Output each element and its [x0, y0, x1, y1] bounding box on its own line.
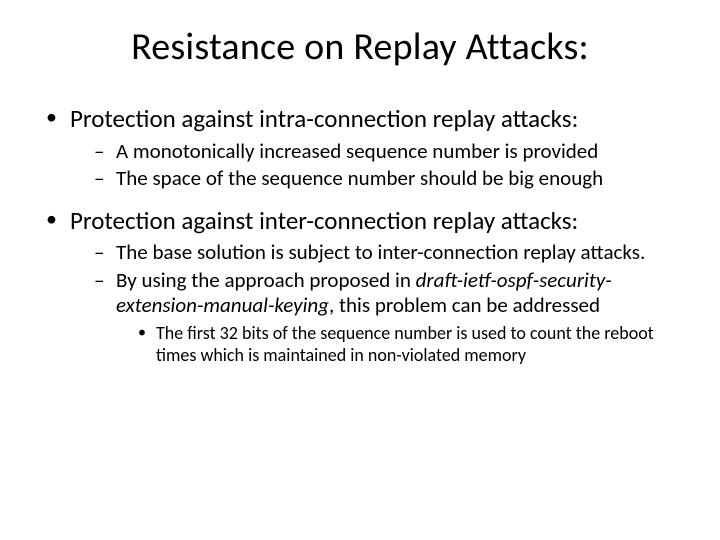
bullet-intra-sublist: A monotonically increased sequence numbe… [70, 139, 684, 192]
inter-sub-2c: , this problem can be addressed [329, 292, 600, 318]
bullet-inter-sublist: The base solution is subject to inter-co… [70, 240, 684, 367]
slide-title: Resistance on Replay Attacks: [36, 24, 684, 70]
bullet-list: Protection against intra-connection repl… [36, 104, 684, 367]
inter-sub-2: By using the approach proposed in draft-… [94, 268, 684, 367]
bullet-inter: Protection against inter-connection repl… [46, 206, 684, 367]
inter-sub-1: The base solution is subject to inter-co… [94, 240, 684, 266]
intra-sub-2: The space of the sequence number should … [94, 166, 684, 192]
slide: Resistance on Replay Attacks: Protection… [0, 0, 720, 540]
intra-sub-1: A monotonically increased sequence numbe… [94, 139, 684, 165]
inter-sub-2-sub-1: The first 32 bits of the sequence number… [138, 323, 684, 367]
bullet-inter-text: Protection against inter-connection repl… [70, 205, 578, 236]
bullet-intra: Protection against intra-connection repl… [46, 104, 684, 192]
bullet-intra-text: Protection against intra-connection repl… [70, 103, 578, 134]
inter-sub-2a: By using the approach proposed in [116, 267, 416, 293]
inter-sub-2-sublist: The first 32 bits of the sequence number… [116, 323, 684, 367]
